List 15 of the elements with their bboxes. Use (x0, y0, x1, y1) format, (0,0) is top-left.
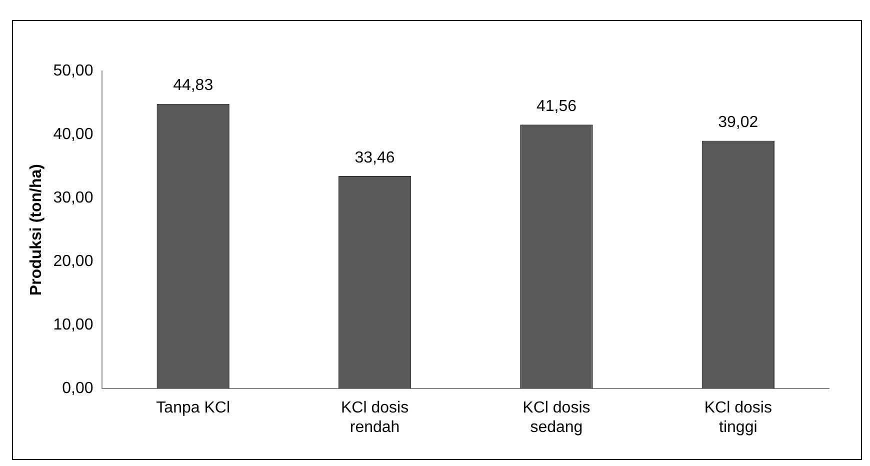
y-tick-label: 50,00 (53, 62, 94, 80)
y-tick-label: 40,00 (53, 126, 94, 143)
y-tick-label: 0,00 (62, 380, 94, 398)
data-label: 33,46 (354, 149, 395, 166)
y-tick-label: 20,00 (53, 252, 94, 270)
data-label: 44,83 (173, 77, 214, 94)
y-axis-title: Produksi (ton/ha) (28, 164, 46, 296)
x-tick-label: KCl dosis sedang (522, 400, 590, 436)
data-label: 39,02 (718, 114, 758, 132)
data-label: 41,56 (536, 98, 577, 116)
y-tick-label: 10,00 (53, 316, 94, 334)
y-tick-label: 30,00 (53, 189, 94, 206)
x-tick-label: Tanpa KCl (156, 400, 230, 417)
x-tick-label: KCl dosis tinggi (704, 400, 772, 436)
x-tick-label: KCl dosis rendah (340, 400, 409, 436)
